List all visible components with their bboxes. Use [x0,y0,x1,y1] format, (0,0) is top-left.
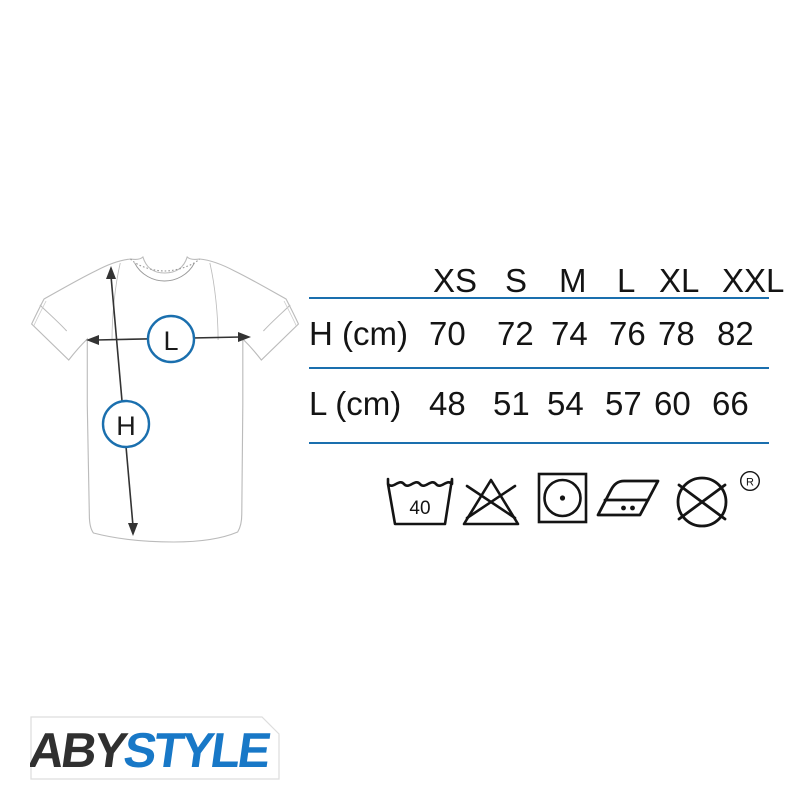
svg-text:R: R [746,477,754,489]
svg-text:ABYSTYLE: ABYSTYLE [30,723,273,778]
svg-text:L: L [163,326,178,356]
svg-text:H: H [116,411,136,441]
svg-text:40: 40 [409,498,430,519]
